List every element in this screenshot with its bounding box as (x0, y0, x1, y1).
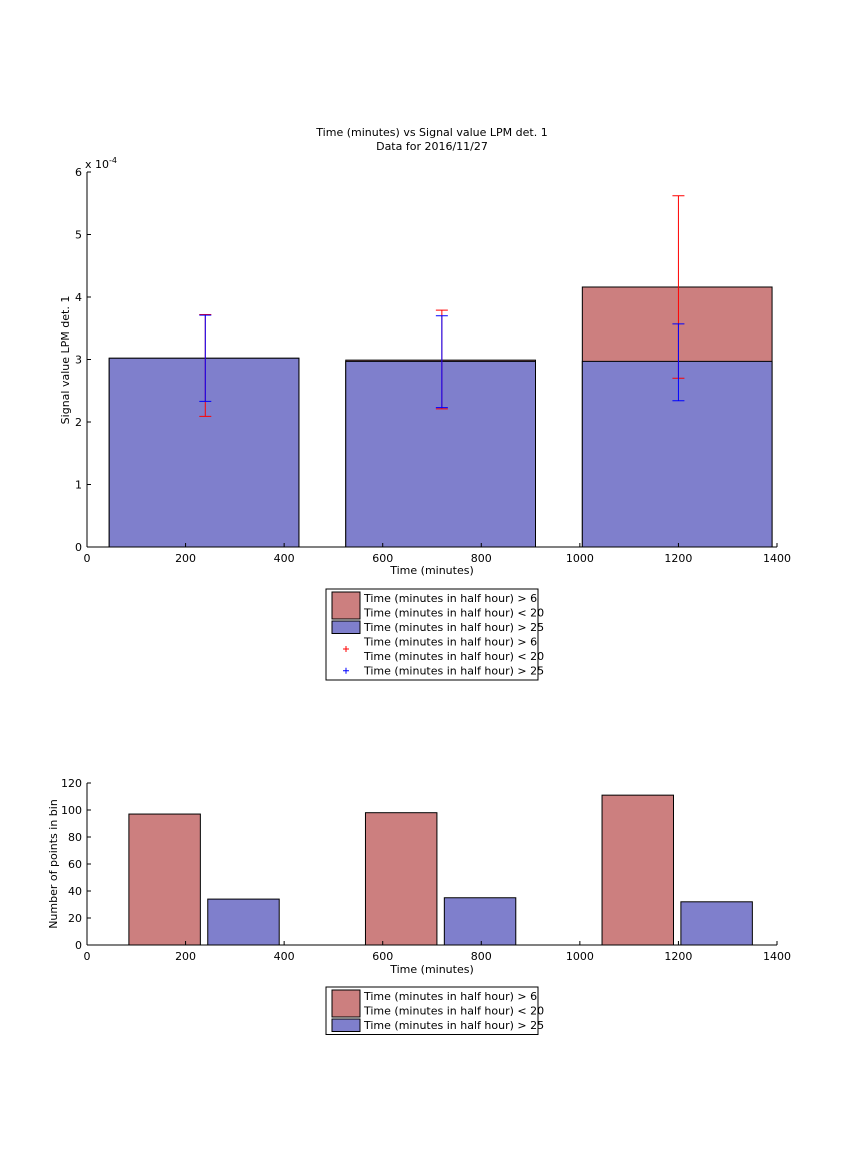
chart2-x-tick-label: 1000 (566, 950, 594, 963)
chart2-bar-blue (443, 897, 517, 946)
chart1-xlabel: Time (minutes) (389, 564, 474, 577)
chart1-legend-label: Time (minutes in half hour) > 25 (363, 621, 544, 634)
chart1-x-tick-label: 400 (274, 552, 295, 565)
chart1-x-tick-label: 600 (372, 552, 393, 565)
chart1-legend-swatch (331, 591, 361, 620)
chart2-ylabel: Number of points in bin (47, 799, 60, 929)
chart2-legend-label: Time (minutes in half hour) < 20 (363, 1005, 544, 1018)
chart1-title: Time (minutes) vs Signal value LPM det. … (315, 126, 547, 139)
chart2-bar-red (364, 812, 438, 946)
chart1-x-tick-label: 1400 (763, 552, 791, 565)
chart1-y-tick-label: 6 (75, 166, 82, 179)
chart1-y-tick-label: 1 (75, 479, 82, 492)
chart2-x-tick-label: 400 (274, 950, 295, 963)
chart2-plot: 0 200 400 600 800 1000 1200 1400 0 20 40 60 80 100 120 (61, 777, 791, 963)
chart2-y-tick-label: 40 (68, 885, 82, 898)
chart1-bar-blue (345, 360, 536, 548)
chart1-y-tick-label: 4 (75, 291, 82, 304)
chart1-legend-box (325, 588, 539, 681)
chart1-x-tick-label: 1000 (566, 552, 594, 565)
chart2-y-tick-label: 120 (61, 777, 82, 790)
chart2-legend-label: Time (minutes in half hour) > 25 (363, 1019, 544, 1032)
chart1-bar-blue (108, 357, 300, 548)
chart2-legend-box (325, 986, 539, 1035)
chart1-y-exponent: x 10-4 (85, 156, 117, 171)
chart2-y-tick-label: 0 (75, 939, 82, 952)
chart1-plot: 0 200 400 600 800 1000 1200 1400 0 1 2 3 4 5 6 (75, 166, 791, 565)
chart2-legend-swatch (331, 1018, 361, 1032)
chart2-x-tick-label: 1200 (664, 950, 692, 963)
chart2-y-tick-label: 80 (68, 831, 82, 844)
chart1-x-tick-label: 0 (84, 552, 91, 565)
chart1-legend-label: Time (minutes in half hour) < 20 (363, 607, 544, 620)
chart2-bar-blue (207, 898, 280, 946)
chart2-bar-red (128, 813, 201, 946)
chart2-y-tick-label: 100 (61, 804, 82, 817)
chart2-axes: 0 200 400 600 800 1000 1200 1400 0 20 40 60 80 100 120 (61, 777, 791, 963)
chart1-y-tick-label: 2 (75, 416, 82, 429)
chart1-y-tick-label: 0 (75, 541, 82, 554)
chart1-bar-blue (581, 360, 773, 548)
chart1-legend-swatch (331, 620, 361, 634)
chart2-bar-blue (680, 901, 753, 946)
chart1-subtitle: Data for 2016/11/27 (376, 140, 488, 153)
chart2-bar-red (601, 794, 674, 946)
chart1-legend-label: Time (minutes in half hour) > 6 (363, 636, 537, 649)
chart2-x-tick-label: 0 (84, 950, 91, 963)
chart1-x-tick-label: 200 (175, 552, 196, 565)
chart1-axes: 0 200 400 600 800 1000 1200 1400 0 1 2 3 4 5 6 (75, 166, 791, 565)
chart2-xlabel: Time (minutes) (389, 963, 474, 976)
chart1-y-tick-label: 3 (75, 354, 82, 367)
chart1-legend-label: Time (minutes in half hour) > 6 (363, 592, 537, 605)
chart1-x-tick-label: 800 (471, 552, 492, 565)
chart2-x-tick-label: 600 (372, 950, 393, 963)
chart2-y-tick-label: 20 (68, 912, 82, 925)
chart1-legend-label: Time (minutes in half hour) > 25 (363, 665, 544, 678)
chart2-x-tick-label: 200 (175, 950, 196, 963)
chart1-ylabel: Signal value LPM det. 1 (59, 296, 72, 425)
chart1-legend-label: Time (minutes in half hour) < 20 (363, 650, 544, 663)
chart1-y-tick-label: 5 (75, 229, 82, 242)
chart1-y-exponent-base: x 10 (85, 158, 109, 171)
chart2-x-tick-label: 800 (471, 950, 492, 963)
chart1-y-exponent-power: -4 (109, 156, 117, 165)
chart2-y-tick-label: 60 (68, 858, 82, 871)
chart2-x-tick-label: 1400 (763, 950, 791, 963)
chart1-x-tick-label: 1200 (664, 552, 692, 565)
chart2-legend-label: Time (minutes in half hour) > 6 (363, 990, 537, 1003)
chart2-legend-swatch (331, 989, 361, 1018)
chart2-legend: Time (minutes in half hour) > 6 Time (min… (325, 986, 544, 1035)
